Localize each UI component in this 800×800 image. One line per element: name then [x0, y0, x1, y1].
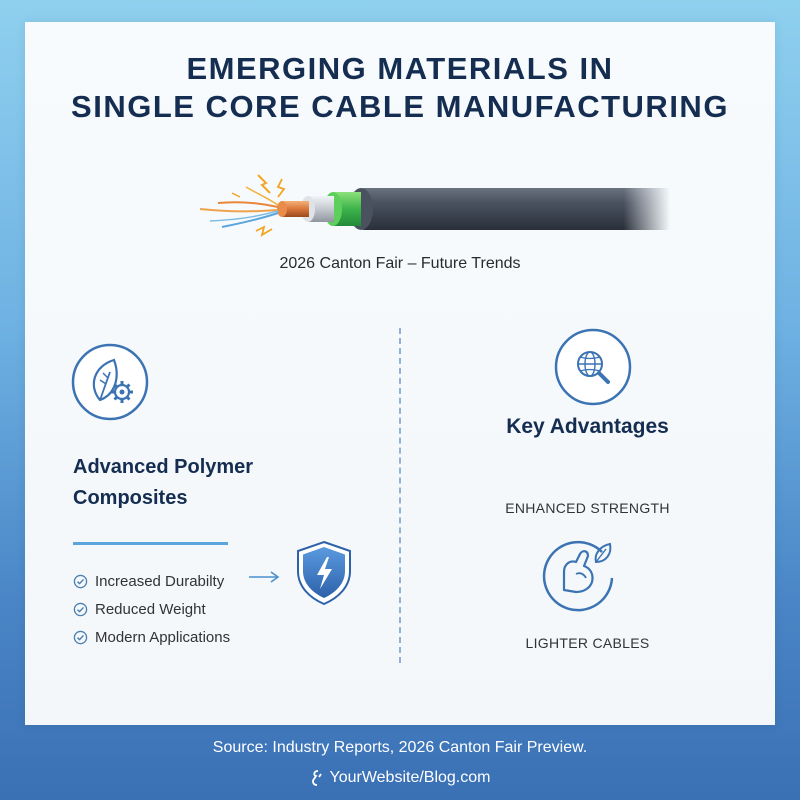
arrow-right-icon [249, 571, 280, 583]
feature-label: Modern Applications [95, 628, 231, 646]
feature-label: Increased Durabilty [95, 572, 225, 590]
flexed-arm-leaf-icon [542, 540, 614, 612]
globe-magnifier-icon [554, 328, 632, 406]
leaf-gear-icon [71, 343, 149, 421]
feature-item: Reduced Weight [73, 595, 230, 623]
cable-illustration [199, 174, 670, 237]
feature-list: Increased Durabilty Reduced Weight Moder… [73, 567, 230, 651]
footer-website[interactable]: YourWebsite/Blog.com [0, 769, 800, 787]
accent-line [73, 542, 228, 545]
label-lighter-cables: LIGHTER CABLES [525, 635, 650, 651]
infographic-card: EMERGING MATERIALS IN SINGLE CORE CABLE … [25, 22, 775, 725]
feature-label: Reduced Weight [95, 600, 206, 618]
title-line-2: SINGLE CORE CABLE MANUFACTURING [71, 89, 729, 124]
check-circle-icon [73, 602, 88, 617]
title-line-1: EMERGING MATERIALS IN [186, 51, 614, 86]
shield-lightning-icon [297, 540, 351, 606]
footer-source: Source: Industry Reports, 2026 Canton Fa… [212, 739, 588, 756]
check-circle-icon [73, 630, 88, 645]
feature-item: Modern Applications [73, 623, 230, 651]
feature-item: Increased Durabilty [73, 567, 230, 595]
check-circle-icon [73, 574, 88, 589]
subtitle: 2026 Canton Fair – Future Trends [279, 255, 521, 272]
page-title: EMERGING MATERIALS IN SINGLE CORE CABLE … [25, 50, 775, 126]
left-heading-line-2: Composites [73, 487, 188, 509]
link-icon [311, 770, 322, 786]
website-link[interactable]: YourWebsite/Blog.com [329, 769, 491, 786]
left-heading-line-1: Advanced Polymer [73, 456, 254, 478]
left-heading: Advanced Polymer Composites [73, 452, 253, 514]
key-advantages-heading: Key Advantages [506, 415, 669, 438]
column-divider [399, 328, 401, 663]
label-enhanced-strength: ENHANCED STRENGTH [505, 500, 670, 516]
